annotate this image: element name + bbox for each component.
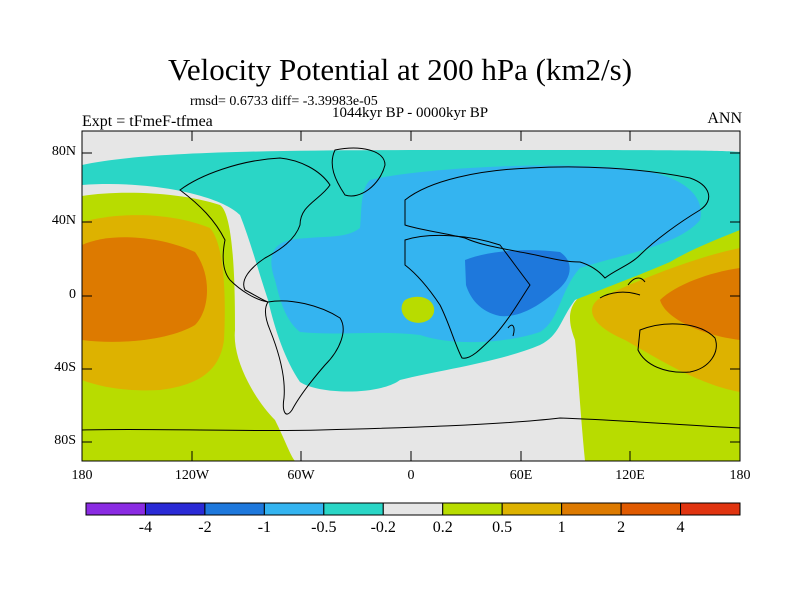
colorbar-swatch bbox=[680, 502, 741, 516]
colorbar-tick-label: 1 bbox=[557, 519, 566, 536]
colorbar-tick-label: -0.2 bbox=[370, 519, 396, 536]
colorbar-swatch bbox=[561, 502, 622, 516]
colorbar-tick-label: 4 bbox=[676, 519, 685, 536]
lon-label-180w: 180 bbox=[71, 468, 93, 483]
season-label: ANN bbox=[707, 110, 742, 127]
lat-label-0: 0 bbox=[69, 287, 76, 302]
experiment-label: Expt = tFmeF-tfmea bbox=[82, 113, 213, 130]
lat-label-80s: 80S bbox=[54, 433, 76, 448]
colorbar-tick-label: -1 bbox=[257, 519, 272, 536]
colorbar-tick-label: 0.2 bbox=[432, 519, 453, 536]
lon-label-60w: 60W bbox=[287, 468, 315, 483]
colorbar-swatch bbox=[204, 502, 265, 516]
subtitle: 1044kyr BP - 0000kyr BP bbox=[331, 105, 489, 121]
colorbar-tick-label: -2 bbox=[198, 519, 212, 536]
lat-label-80n: 80N bbox=[51, 144, 76, 159]
lon-label-120e: 120E bbox=[615, 468, 645, 483]
lon-label-180e: 180 bbox=[729, 468, 751, 483]
blue-region bbox=[465, 250, 570, 317]
orange-region-east bbox=[660, 268, 740, 340]
colorbar-swatch bbox=[382, 502, 444, 516]
lat-label-40s: 40S bbox=[54, 360, 76, 375]
colorbar-tick-label: 2 bbox=[617, 519, 626, 536]
coastlines bbox=[82, 147, 740, 432]
colorbar-swatch bbox=[263, 502, 325, 516]
colorbar-tick-label: 0.5 bbox=[492, 519, 513, 536]
lon-label-120w: 120W bbox=[174, 468, 210, 483]
colorbar-swatch bbox=[442, 502, 503, 516]
orange-region-west bbox=[82, 237, 208, 342]
colorbar-swatch bbox=[85, 502, 146, 516]
light-blue-region bbox=[271, 165, 701, 343]
page-title: Velocity Potential at 200 hPa (km2/s) bbox=[167, 52, 633, 87]
colorbar-swatch bbox=[501, 502, 563, 516]
colorbar-tick-label: -0.5 bbox=[311, 519, 337, 536]
axis-ticks bbox=[82, 131, 740, 461]
colorbar-swatch bbox=[144, 502, 206, 516]
lat-label-40n: 40N bbox=[51, 213, 76, 228]
colorbar-swatch bbox=[323, 502, 384, 516]
green-blob-atlantic bbox=[401, 296, 435, 323]
lon-label-0: 0 bbox=[407, 468, 415, 483]
stats-label: rmsd= 0.6733 diff= -3.39983e-05 bbox=[190, 94, 378, 109]
colorbar-swatch bbox=[620, 502, 682, 516]
colorbar-tick-label: -4 bbox=[138, 519, 153, 536]
lon-label-60e: 60E bbox=[509, 468, 533, 483]
